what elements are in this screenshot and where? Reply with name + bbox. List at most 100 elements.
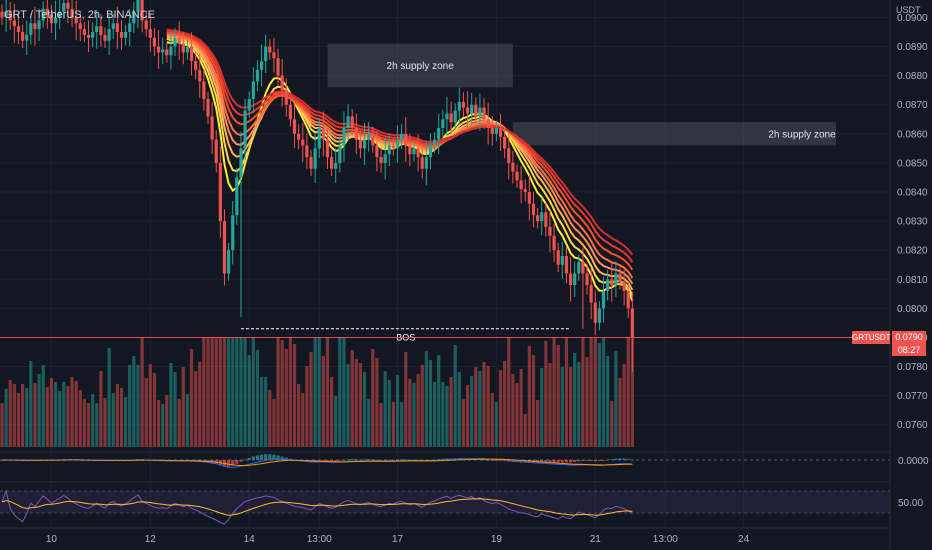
- candle-body: [412, 148, 416, 155]
- macd-histogram-bar: [255, 455, 260, 460]
- volume-bar: [358, 363, 363, 447]
- volume-bar: [8, 380, 12, 447]
- volume-bar: [239, 337, 243, 447]
- volume-bar: [383, 371, 387, 447]
- candle-body: [350, 116, 354, 128]
- volume-bar: [379, 403, 383, 447]
- candle-body: [358, 139, 363, 149]
- macd-histogram-bar: [259, 454, 264, 460]
- volume-bar: [268, 390, 272, 447]
- candle-body: [144, 20, 148, 30]
- candle-body: [136, 0, 140, 12]
- volume-bar: [165, 395, 169, 447]
- volume-bar: [449, 377, 453, 447]
- candle-body: [8, 11, 12, 21]
- macd-histogram-bar: [548, 460, 552, 463]
- macd-histogram-bar: [601, 460, 606, 461]
- macd-histogram-bar: [503, 460, 507, 462]
- time-tick-label: 13:00: [653, 534, 678, 545]
- candle-body: [527, 192, 531, 204]
- macd-histogram-bar: [564, 460, 569, 463]
- macd-histogram-bar: [325, 460, 330, 461]
- candle-body: [177, 37, 181, 44]
- macd-histogram-bar: [585, 460, 589, 461]
- volume-bar: [297, 384, 301, 447]
- volume-bar: [95, 403, 99, 447]
- candle-body: [33, 23, 37, 30]
- candle-body: [313, 148, 317, 169]
- candle-body: [86, 34, 91, 38]
- macd-histogram-bar: [330, 460, 334, 462]
- macd-pane[interactable]: 0.0000: [0, 451, 929, 468]
- volume-bar: [321, 356, 325, 447]
- volume-bar: [128, 365, 132, 447]
- price-axis[interactable]: 0.07600.07700.07800.07900.08000.08100.08…: [897, 13, 928, 431]
- volume-bar: [21, 384, 25, 447]
- volume-bar: [420, 365, 424, 447]
- candle-body: [375, 145, 379, 158]
- macd-histogram-bar: [593, 460, 597, 462]
- candle-body: [243, 110, 247, 149]
- candle-body: [82, 29, 86, 35]
- price-tick-label: 0.0860: [897, 129, 928, 140]
- volume-bar: [461, 399, 466, 447]
- candle-body: [507, 148, 511, 163]
- candle-body: [511, 162, 515, 172]
- symbol-header[interactable]: GRT / TetherUS, 2h, BINANCE: [4, 9, 156, 21]
- candle-body: [449, 113, 453, 123]
- candle-body: [581, 261, 585, 274]
- candle-body: [556, 250, 560, 265]
- macd-zero-label: 0.0000: [898, 456, 929, 467]
- candle-body: [206, 98, 210, 117]
- volume-bar: [453, 345, 457, 447]
- macd-histogram-bar: [194, 460, 198, 461]
- volume-bar: [395, 375, 400, 447]
- volume-bar: [544, 341, 548, 447]
- candle-body: [210, 116, 214, 140]
- volume-bar: [272, 399, 276, 447]
- supply-zone-2[interactable]: [512, 122, 836, 146]
- macd-histogram-bar: [507, 460, 511, 462]
- volume-bar: [498, 370, 503, 447]
- candle-body: [453, 110, 457, 123]
- candle-body: [391, 145, 395, 149]
- candle-body: [330, 157, 334, 169]
- volume-bar: [330, 377, 334, 447]
- volume-bar: [457, 372, 461, 447]
- volume-bar: [29, 361, 33, 447]
- rsi-pane[interactable]: 50.00: [0, 481, 923, 525]
- candle-body: [577, 261, 581, 274]
- macd-histogram-bar: [552, 460, 556, 463]
- candle-body: [465, 107, 470, 114]
- macd-histogram-bar: [362, 459, 367, 461]
- volume-bar: [313, 337, 317, 447]
- price-tick-label: 0.0840: [897, 188, 928, 199]
- volume-bar: [482, 362, 486, 447]
- volume-bar: [552, 337, 556, 447]
- candle-body: [622, 282, 626, 291]
- time-tick-label: 19: [491, 534, 503, 545]
- volume-bar: [391, 402, 395, 447]
- volume-bar: [247, 355, 251, 447]
- candle-body: [395, 139, 400, 149]
- macd-histogram-bar: [231, 460, 235, 466]
- volume-bar: [630, 337, 634, 447]
- volume-bar: [527, 346, 531, 447]
- volume-bar: [350, 350, 354, 447]
- volume-bar: [362, 372, 367, 447]
- volume-bar: [119, 388, 124, 447]
- volume-bar: [140, 337, 144, 447]
- last-price-tag: [852, 330, 890, 344]
- supply-zone-1[interactable]: [327, 43, 513, 88]
- volume-bar: [325, 337, 330, 447]
- volume-bar: [284, 349, 288, 447]
- time-axis[interactable]: 10 12 14 13:00 17 19 21 13:00 24: [46, 534, 750, 545]
- macd-histogram-bar: [494, 460, 498, 461]
- macd-histogram-bar: [391, 459, 395, 461]
- last-price-symbol: GRTUSDT: [852, 332, 891, 342]
- volume-bar: [33, 383, 37, 447]
- volume-bar: [25, 388, 29, 447]
- candle-body: [515, 171, 519, 181]
- volume-bar: [490, 393, 494, 447]
